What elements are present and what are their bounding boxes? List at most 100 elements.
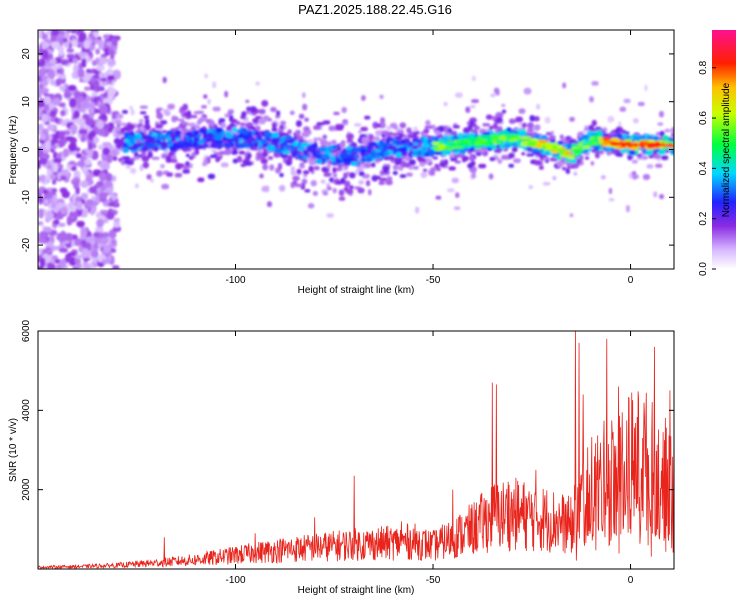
heatmap-cell xyxy=(236,155,243,163)
heatmap-cell xyxy=(182,169,191,174)
heatmap-cell xyxy=(38,124,42,130)
heatmap-cell xyxy=(555,154,561,159)
heatmap-cell xyxy=(326,213,334,218)
heatmap-cell xyxy=(465,106,471,113)
heatmap-cell xyxy=(386,131,394,136)
snr-y-tick-label: 4000 xyxy=(21,399,32,422)
heatmap-cell xyxy=(296,168,302,174)
heatmap-cell xyxy=(102,232,110,238)
heatmap-cell xyxy=(228,109,234,114)
heatmap-cell xyxy=(46,250,53,256)
heatmap-cell xyxy=(91,150,99,160)
heatmap-cell xyxy=(40,87,49,94)
heatmap-cell xyxy=(113,217,121,223)
snr-x-tick-label: 0 xyxy=(628,575,634,586)
heatmap-cell xyxy=(71,240,76,247)
heatmap-cell xyxy=(185,161,190,167)
heatmap-cell xyxy=(112,265,120,269)
snr-x-axis-label: Height of straight line (km) xyxy=(298,585,415,596)
heatmap-cell xyxy=(397,129,405,134)
heatmap-cell xyxy=(212,81,217,89)
heatmap-cell xyxy=(492,123,498,130)
heatmap-cell xyxy=(630,143,635,147)
heatmap-cell xyxy=(503,140,511,143)
heatmap-cell xyxy=(59,46,64,56)
heatmap-cell xyxy=(142,156,149,162)
heatmap-cell xyxy=(373,136,380,142)
heatmap-cell xyxy=(647,144,655,149)
heatmap-cell xyxy=(624,143,629,146)
heatmap-cell xyxy=(295,129,301,136)
heatmap-cell xyxy=(59,206,69,215)
heatmap-cell xyxy=(122,147,130,153)
heatmap-cell xyxy=(91,195,96,201)
heatmap-cell xyxy=(99,56,107,65)
heatmap-cell xyxy=(258,108,266,115)
heatmap-cell xyxy=(508,118,516,124)
heatmap-cell xyxy=(387,144,395,151)
heatmap-cell xyxy=(493,87,500,94)
heatmap-cell xyxy=(406,172,413,177)
heatmap-cell xyxy=(45,116,51,122)
heatmap-cell xyxy=(670,127,674,134)
heatmap-y-tick-label: 20 xyxy=(21,48,32,60)
heatmap-cell xyxy=(65,30,73,33)
heatmap-cell xyxy=(382,165,390,171)
heatmap-cell xyxy=(357,187,365,194)
heatmap-cell xyxy=(183,113,189,117)
heatmap-cell xyxy=(616,152,624,157)
snr-x-tick-label: -50 xyxy=(426,575,441,586)
heatmap-cell xyxy=(66,48,74,53)
heatmap-cell xyxy=(77,96,85,103)
heatmap-cell xyxy=(538,165,544,170)
heatmap-cell xyxy=(640,144,645,149)
heatmap-cell xyxy=(76,161,85,167)
heatmap-cell xyxy=(648,142,655,145)
heatmap-cell xyxy=(527,127,534,133)
heatmap-cell xyxy=(245,147,251,151)
heatmap-cell xyxy=(310,180,317,187)
heatmap-cell xyxy=(467,163,474,169)
heatmap-cell xyxy=(220,162,229,168)
heatmap-cell xyxy=(313,165,320,171)
heatmap-cell xyxy=(315,154,322,159)
heatmap-cell xyxy=(480,135,488,140)
heatmap-x-tick-label: 0 xyxy=(628,275,634,286)
heatmap-cell xyxy=(435,195,442,200)
heatmap-cell xyxy=(202,162,208,167)
heatmap-cell xyxy=(96,65,105,71)
heatmap-cell xyxy=(349,185,354,190)
heatmap-cell xyxy=(157,107,163,111)
heatmap-cell xyxy=(375,149,381,153)
heatmap-cell xyxy=(573,171,578,176)
heatmap-cell xyxy=(371,175,379,182)
heatmap-cell xyxy=(75,118,84,125)
heatmap-cell xyxy=(208,119,215,127)
heatmap-cell xyxy=(197,177,205,183)
heatmap-cell xyxy=(289,110,295,116)
heatmap-cell xyxy=(139,105,148,109)
heatmap-cell xyxy=(338,189,345,197)
heatmap-cell xyxy=(382,170,389,174)
heatmap-cell xyxy=(93,39,100,44)
heatmap-cell xyxy=(81,99,90,109)
heatmap-cell xyxy=(298,113,305,119)
heatmap-cell xyxy=(204,143,209,148)
heatmap-cell xyxy=(90,208,95,216)
colorbar-label: Normalized spectral amplitude xyxy=(721,82,732,217)
heatmap-cell xyxy=(98,39,105,50)
heatmap-cell xyxy=(80,227,88,237)
heatmap-cell xyxy=(322,134,328,140)
heatmap-cell xyxy=(443,134,449,141)
heatmap-cell xyxy=(171,115,177,123)
heatmap-cell xyxy=(130,167,137,174)
heatmap-cell xyxy=(447,188,455,193)
heatmap-cell xyxy=(545,132,552,136)
heatmap-cell xyxy=(102,147,111,156)
heatmap-cell xyxy=(364,115,371,120)
heatmap-cell xyxy=(421,148,428,153)
heatmap-cell xyxy=(501,103,506,107)
heatmap-cell xyxy=(319,147,327,152)
heatmap-cell xyxy=(395,139,401,146)
heatmap-cell xyxy=(262,151,268,158)
